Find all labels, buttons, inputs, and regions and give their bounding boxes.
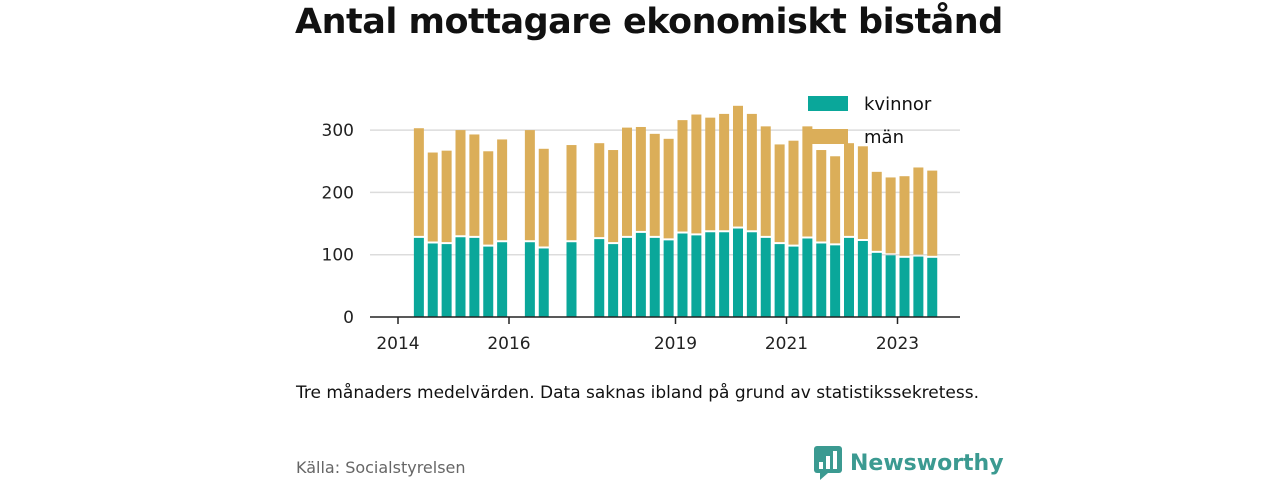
x-tick-label: 2021 xyxy=(765,334,808,354)
bar-man xyxy=(816,150,827,242)
bar-man xyxy=(649,133,660,236)
legend-swatch-man xyxy=(808,129,848,144)
bar-man xyxy=(566,145,577,241)
bar-kvinnor xyxy=(497,242,508,317)
bar-man xyxy=(455,130,466,236)
bar-man xyxy=(705,117,716,231)
bar-man xyxy=(441,150,452,243)
y-tick-label: 100 xyxy=(322,246,354,266)
legend-label-man: män xyxy=(864,127,904,148)
bar-kvinnor xyxy=(927,257,938,317)
bar-man xyxy=(844,143,854,236)
bar-kvinnor xyxy=(608,244,619,317)
brand-logo: Newsworthy xyxy=(814,446,1004,480)
brand-name: Newsworthy xyxy=(850,450,1004,476)
x-axis: 2014 2016 2019 2021 2023 xyxy=(370,316,960,354)
bar-kvinnor xyxy=(844,237,854,317)
bar-kvinnor xyxy=(469,237,480,317)
bar-man xyxy=(497,139,508,241)
bar-kvinnor xyxy=(677,233,688,317)
bar-man xyxy=(691,114,702,234)
bar-kvinnor xyxy=(719,232,730,317)
bar-chart-speech-bubble-icon xyxy=(814,446,842,480)
bar-man xyxy=(760,126,771,236)
chart-title: Antal mottagare ekonomiskt bistånd xyxy=(295,2,1003,42)
bar-kvinnor xyxy=(427,243,438,317)
bar-man xyxy=(774,144,785,243)
x-tick-label: 2019 xyxy=(654,334,697,354)
bar-kvinnor xyxy=(857,240,868,317)
y-axis: 0 100 200 300 xyxy=(322,121,354,328)
bar-kvinnor xyxy=(649,237,660,317)
bar-kvinnor xyxy=(483,246,494,317)
legend-swatch-kvinnor xyxy=(808,96,848,111)
bar-man xyxy=(788,140,799,245)
y-tick-label: 300 xyxy=(322,121,354,141)
bar-man xyxy=(857,146,868,239)
bar-kvinnor xyxy=(538,248,549,317)
bar-kvinnor xyxy=(622,237,632,317)
bar-man xyxy=(427,152,438,242)
bar-man xyxy=(622,127,632,236)
bar-kvinnor xyxy=(663,240,674,317)
chart-note: Tre månaders medelvärden. Data saknas ib… xyxy=(296,383,979,403)
bar-man xyxy=(524,130,535,241)
bar-kvinnor xyxy=(760,237,771,317)
x-tick-label: 2014 xyxy=(376,334,419,354)
bar-kvinnor xyxy=(455,237,466,317)
bar-man xyxy=(927,170,938,256)
bar-man xyxy=(830,156,841,244)
bar-kvinnor xyxy=(524,242,535,317)
bar-kvinnor xyxy=(871,252,882,317)
bar-kvinnor xyxy=(566,242,577,317)
bar-kvinnor xyxy=(802,238,813,317)
bar-man xyxy=(802,126,813,237)
bar-kvinnor xyxy=(816,243,827,317)
bar-man xyxy=(746,113,757,231)
bar-kvinnor xyxy=(830,245,841,317)
bar-man xyxy=(719,113,730,231)
bar-kvinnor xyxy=(774,244,785,317)
bar-man xyxy=(871,171,882,251)
bar-kvinnor xyxy=(413,237,424,317)
bar-man xyxy=(677,120,688,232)
bar-man xyxy=(594,143,605,238)
bar-man xyxy=(899,176,910,256)
bar-kvinnor xyxy=(788,246,799,317)
bar-kvinnor xyxy=(733,228,743,317)
bar-man xyxy=(663,138,674,239)
bar-man xyxy=(913,167,924,255)
legend: kvinnor män xyxy=(808,94,932,148)
bar-kvinnor xyxy=(441,244,452,317)
bar-kvinnor xyxy=(899,257,910,317)
legend-label-kvinnor: kvinnor xyxy=(864,94,932,115)
y-tick-label: 200 xyxy=(322,183,354,203)
source-label: Källa: Socialstyrelsen xyxy=(296,458,466,477)
bar-kvinnor xyxy=(594,239,605,317)
bar-man xyxy=(635,126,646,231)
bar-man xyxy=(413,128,424,236)
bar-man xyxy=(483,151,494,245)
bar-man xyxy=(733,105,743,227)
bar-kvinnor xyxy=(746,232,757,317)
y-tick-label: 0 xyxy=(343,308,354,328)
bar-man xyxy=(538,148,549,247)
bar-man xyxy=(608,150,619,243)
bar-kvinnor xyxy=(691,235,702,317)
bar-man xyxy=(469,134,480,236)
bar-kvinnor xyxy=(885,255,896,317)
x-tick-label: 2016 xyxy=(487,334,530,354)
bars xyxy=(413,105,938,317)
bar-kvinnor xyxy=(705,232,716,317)
bar-kvinnor xyxy=(635,232,646,317)
x-tick-label: 2023 xyxy=(876,334,919,354)
stacked-bar-chart: 0 100 200 300 2014 2016 2019 2021 2023 kvinnor … xyxy=(322,94,960,354)
bar-kvinnor xyxy=(913,256,924,317)
bar-man xyxy=(885,177,896,254)
